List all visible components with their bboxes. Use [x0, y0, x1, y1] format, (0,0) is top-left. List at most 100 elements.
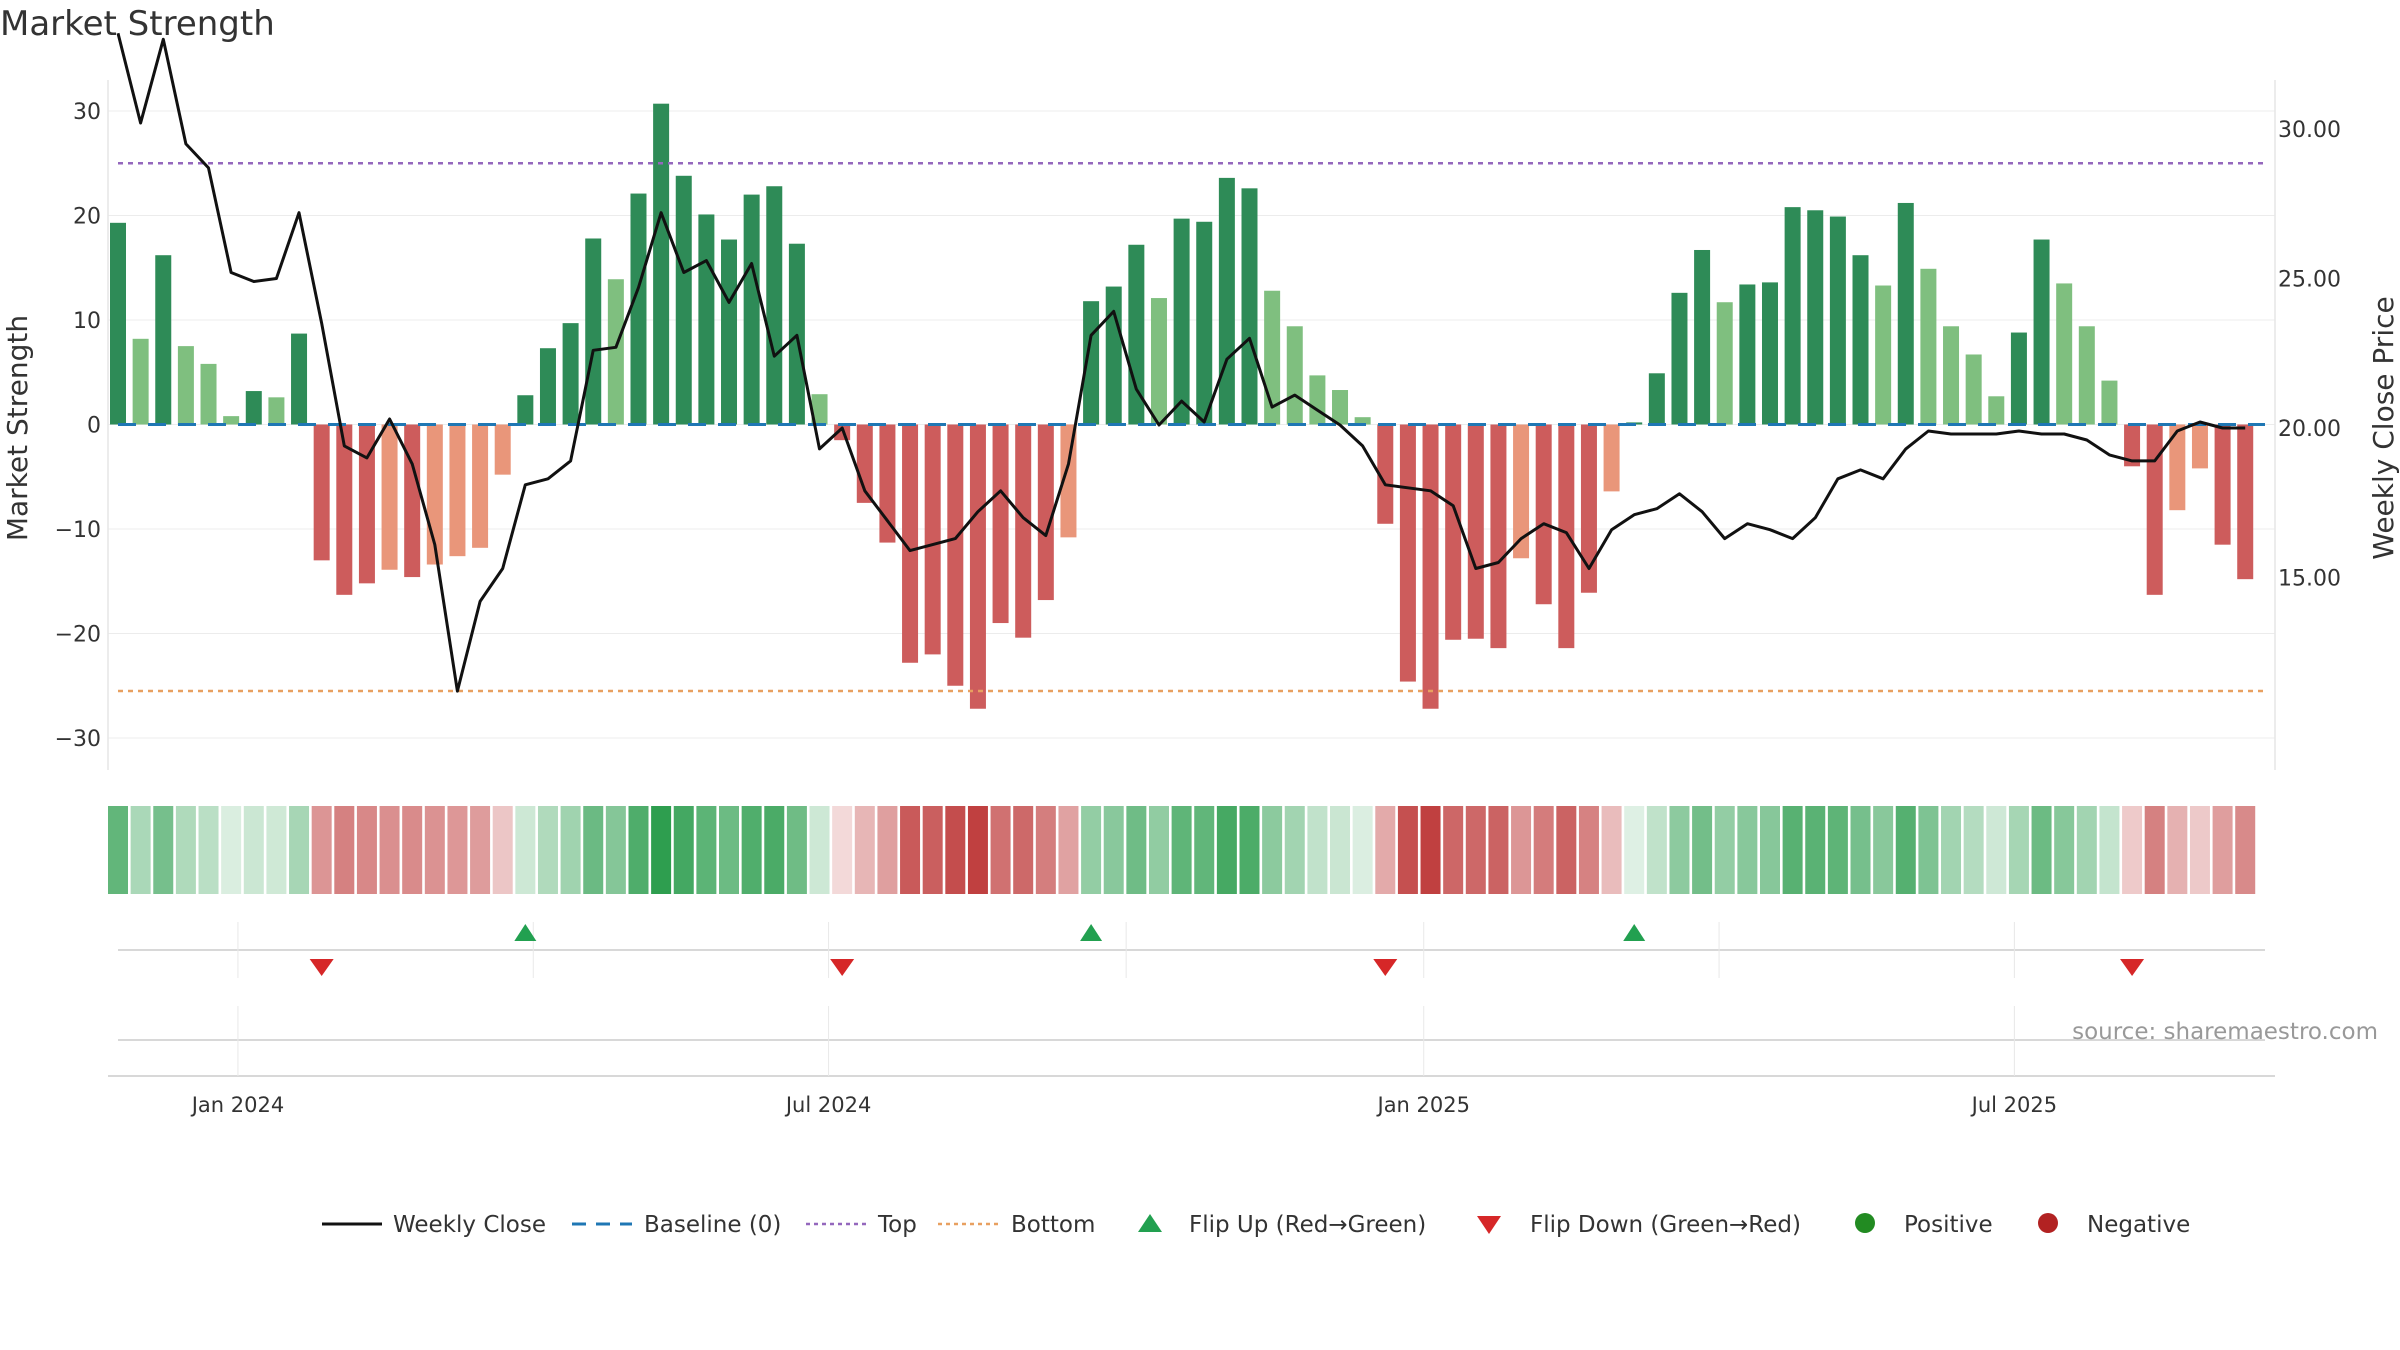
- strength-bar: [2033, 239, 2050, 425]
- strength-bar: [1671, 292, 1688, 425]
- heatmap-cell: [130, 806, 151, 894]
- heatmap-cell: [1895, 806, 1916, 894]
- strength-bar: [1218, 177, 1235, 425]
- heatmap-cell: [1714, 806, 1735, 894]
- heatmap-cell: [289, 806, 310, 894]
- weekly-close-line: [116, 32, 2246, 693]
- heatmap-cell: [1465, 806, 1486, 894]
- heatmap-cell: [447, 806, 468, 894]
- strength-bar: [2169, 424, 2186, 511]
- heatmap-cell: [786, 806, 807, 894]
- right-tick-label: 25.00: [2278, 268, 2341, 293]
- legend-item-6: Positive: [1855, 1212, 1993, 1238]
- heatmap-cell: [832, 806, 853, 894]
- strength-bar: [1648, 373, 1665, 425]
- legend-item-4: Flip Up (Red→Green): [1138, 1212, 1426, 1238]
- heatmap-cell: [424, 806, 445, 894]
- right-axis-label: Weekly Close Price: [2367, 296, 2400, 559]
- flip-up-marker: [1623, 924, 1646, 941]
- strength-bar: [494, 424, 511, 475]
- triangle-up-icon: [1138, 1214, 1162, 1232]
- strength-bar: [1241, 188, 1258, 425]
- legend-item-7: Negative: [2038, 1212, 2190, 1238]
- heatmap-cell: [1873, 806, 1894, 894]
- strength-bar: [1829, 216, 1846, 425]
- heatmap-cell: [1307, 806, 1328, 894]
- flip-down-marker: [830, 959, 855, 976]
- left-tick-label: −20: [55, 623, 101, 648]
- heatmap-cell: [1692, 806, 1713, 894]
- strength-bar: [336, 424, 353, 595]
- heatmap-cell: [2122, 806, 2143, 894]
- heatmap-cell: [1216, 806, 1237, 894]
- flip-down-marker: [2120, 959, 2145, 976]
- strength-bar: [1897, 202, 1914, 425]
- strength-bar: [1965, 354, 1982, 425]
- heatmap-cell: [1013, 806, 1034, 894]
- legend-item-3: Bottom: [938, 1212, 1095, 1238]
- heatmap-cell: [651, 806, 672, 894]
- heatmap-cell: [2031, 806, 2052, 894]
- strength-bar: [969, 424, 986, 709]
- heatmap-cell: [1511, 806, 1532, 894]
- strength-bar: [653, 103, 670, 425]
- heatmap-cell: [1284, 806, 1305, 894]
- heatmap-cell: [1194, 806, 1215, 894]
- left-tick-label: 0: [87, 414, 101, 439]
- strength-bar: [1490, 424, 1507, 649]
- strength-bar: [1694, 249, 1711, 425]
- legend-label: Flip Down (Green→Red): [1530, 1212, 1801, 1238]
- heatmap-cell: [198, 806, 219, 894]
- legend-item-5: Flip Down (Green→Red): [1477, 1212, 1801, 1238]
- heatmap-cell: [1148, 806, 1169, 894]
- heatmap-cell: [1941, 806, 1962, 894]
- strength-bar: [1988, 396, 2005, 425]
- heatmap-cell: [628, 806, 649, 894]
- heatmap-cell: [1058, 806, 1079, 894]
- heatmap-cell: [854, 806, 875, 894]
- legend-label: Top: [877, 1212, 917, 1238]
- heatmap-cell: [900, 806, 921, 894]
- flip-markers-panel: [118, 922, 2265, 978]
- strength-bar: [2191, 424, 2208, 469]
- strength-bar: [404, 424, 421, 578]
- strength-bar: [539, 348, 556, 425]
- heatmap-cell: [1171, 806, 1192, 894]
- legend: Weekly Close Baseline (0) Top Bottom Flip Up…: [322, 1212, 2190, 1238]
- heatmap-cell: [311, 806, 332, 894]
- strength-bar: [585, 238, 602, 425]
- strength-bar: [1513, 424, 1530, 559]
- heatmap-cell: [1737, 806, 1758, 894]
- heatmap-cell: [1239, 806, 1260, 894]
- heatmap-cell: [1805, 806, 1826, 894]
- heatmap-cell: [945, 806, 966, 894]
- strength-bar: [675, 175, 692, 425]
- heatmap-cell: [334, 806, 355, 894]
- heatmap-cell: [356, 806, 377, 894]
- strength-bar: [1467, 424, 1484, 639]
- heatmap-cell: [1669, 806, 1690, 894]
- strength-bar: [177, 346, 194, 425]
- heatmap-cell: [2189, 806, 2210, 894]
- chart-title: Market Strength: [0, 4, 275, 44]
- heatmap-cell: [221, 806, 242, 894]
- legend-label: Positive: [1904, 1212, 1993, 1238]
- heatmap-cell: [1850, 806, 1871, 894]
- strength-bar: [1875, 285, 1892, 425]
- heatmap-cell: [696, 806, 717, 894]
- heatmap-cell: [809, 806, 830, 894]
- left-tick-label: −30: [55, 727, 101, 752]
- heatmap-cell: [402, 806, 423, 894]
- heatmap-cell: [2099, 806, 2120, 894]
- heatmap-cell: [2167, 806, 2188, 894]
- left-tick-label: −10: [55, 518, 101, 543]
- heatmap-cell: [673, 806, 694, 894]
- strength-bar: [1807, 210, 1824, 425]
- strength-bar: [1286, 326, 1303, 425]
- strength-bar: [1445, 424, 1462, 640]
- heatmap-cell: [560, 806, 581, 894]
- heatmap-cell: [243, 806, 264, 894]
- heatmap-cell: [719, 806, 740, 894]
- heatmap-cell: [605, 806, 626, 894]
